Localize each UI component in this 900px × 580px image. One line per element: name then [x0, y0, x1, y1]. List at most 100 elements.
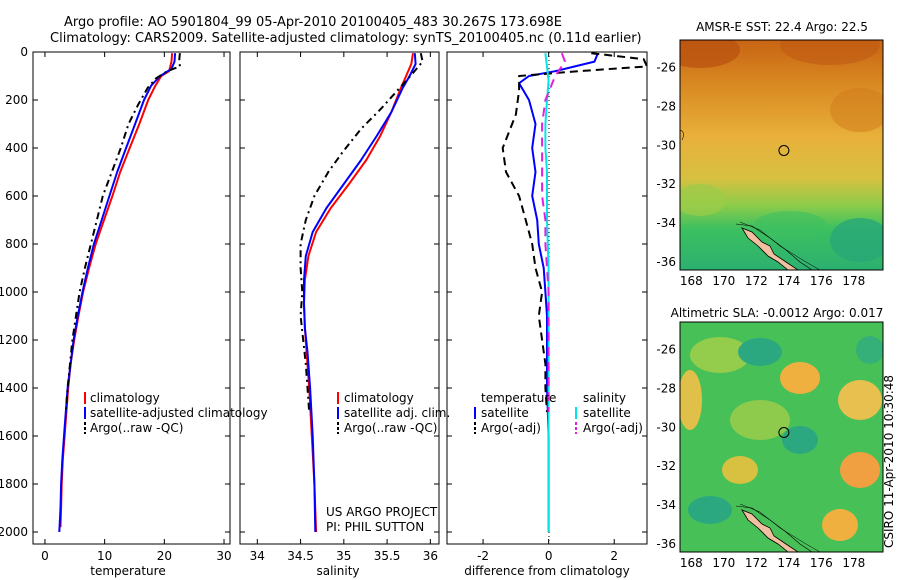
depth-tick-label: 1400	[0, 381, 28, 395]
bathymetry-contour	[739, 503, 821, 552]
difference-axis-label: difference from climatology	[464, 564, 630, 578]
temperature-axis-label: temperature	[90, 564, 165, 578]
map-longitude-label: 178	[842, 274, 865, 288]
x-tick-label: 0	[545, 549, 553, 563]
temperature-series-group	[58, 53, 181, 533]
legend-label-satellite: satellite adj. clim.	[344, 406, 450, 420]
sla-low-patch	[738, 338, 782, 366]
legend-label-argo: Argo(..raw -QC)	[90, 421, 183, 435]
sla-high-patch	[680, 370, 702, 430]
legend-title-salinity: salinity	[583, 391, 626, 405]
map-latitude-label: -34	[656, 498, 676, 512]
series-line-climatology	[303, 53, 414, 533]
legend-label-temp-argo: Argo(-adj)	[481, 421, 541, 435]
x-tick-label: 35.5	[374, 549, 401, 563]
map-latitude-label: -36	[656, 255, 676, 269]
map-latitude-label: -36	[656, 537, 676, 551]
series-line-satellite-adjusted-climatology	[58, 53, 177, 533]
depth-tick-label: 2000	[0, 525, 28, 539]
depth-tick-label: 600	[5, 189, 28, 203]
series-line-salinity-satellite	[544, 53, 550, 532]
temperature-panel-frame	[32, 51, 231, 545]
series-line-temperature-satellite	[518, 52, 599, 532]
sst-cool-patch	[754, 211, 826, 239]
series-line-climatology	[59, 53, 174, 528]
map-longitude-label: 174	[777, 274, 800, 288]
x-tick-label: 10	[97, 549, 112, 563]
depth-tick-label: 400	[5, 141, 28, 155]
sla-low-patch	[688, 496, 732, 524]
new-zealand-land	[741, 509, 799, 552]
legend-label-sal-satellite: satellite	[583, 406, 631, 420]
series-line-argo-raw-qc-	[299, 52, 424, 413]
map-longitude-label: 172	[745, 274, 768, 288]
bathymetry-contour	[739, 221, 821, 270]
legend-title-temperature: temperature	[481, 391, 556, 405]
map-longitude-label: 168	[680, 274, 703, 288]
x-tick-label: 30	[216, 549, 231, 563]
map-latitude-label: -30	[656, 420, 676, 434]
depth-tick-label: 1000	[0, 285, 28, 299]
legend-label-climatology: climatology	[344, 391, 414, 405]
map-latitude-label: -26	[656, 60, 676, 74]
map-longitude-label: 168	[680, 556, 703, 570]
sla-high-patch	[780, 362, 820, 394]
sst-warm-patch	[680, 40, 740, 68]
series-line-argo-raw-qc-	[64, 53, 181, 413]
difference-series-group	[501, 52, 648, 532]
map-longitude-label: 170	[712, 556, 735, 570]
sla-argo-position-marker	[778, 427, 790, 438]
sst-argo-position-marker	[778, 145, 790, 156]
x-tick-label: 20	[157, 549, 172, 563]
map-latitude-label: -30	[656, 138, 676, 152]
project-note-line-1: US ARGO PROJECT	[326, 505, 438, 519]
new-zealand-land	[741, 227, 799, 270]
salinity-series-group	[299, 52, 424, 533]
series-line-temperature-argo-adj-	[501, 52, 648, 413]
x-tick-label: 2	[610, 549, 618, 563]
project-note-line-2: PI: PHIL SUTTON	[326, 520, 424, 534]
x-tick-label: 36	[423, 549, 438, 563]
map-longitude-label: 178	[842, 556, 865, 570]
depth-tick-label: 1600	[0, 429, 28, 443]
salinity-axis-label: salinity	[316, 564, 359, 578]
sla-map-field	[680, 322, 883, 552]
map-latitude-label: -34	[656, 216, 676, 230]
legend-label-satellite: satellite-adjusted climatology	[90, 406, 268, 420]
sst-map-field	[680, 40, 883, 270]
sla-map-title: Altimetric SLA: -0.0012 Argo: 0.017	[671, 306, 884, 320]
map-longitude-label: 176	[810, 556, 833, 570]
depth-tick-label: 0	[20, 45, 28, 59]
x-tick-label: 35	[336, 549, 351, 563]
sst-map-frame	[679, 39, 884, 271]
sla-low-patch	[856, 336, 883, 364]
sla-high-patch	[722, 456, 758, 484]
salinity-legend: climatology satellite adj. clim. Argo(..…	[337, 391, 450, 435]
salinity-panel-frame	[239, 51, 440, 545]
map-longitude-label: 172	[745, 556, 768, 570]
figure-title-line-1: Argo profile: AO 5901804_99 05-Apr-2010 …	[64, 15, 562, 30]
x-tick-label: 34	[250, 549, 265, 563]
legend-label-argo: Argo(..raw -QC)	[344, 421, 437, 435]
sla-high-patch	[822, 509, 858, 541]
sst-warm-patch	[780, 40, 880, 65]
sst-cool-patch	[830, 218, 883, 262]
x-tick-label: -2	[477, 549, 489, 563]
depth-tick-label: 800	[5, 237, 28, 251]
sla-high-patch	[840, 452, 880, 488]
map-longitude-label: 170	[712, 274, 735, 288]
map-latitude-label: -32	[656, 459, 676, 473]
sst-warm-patch	[830, 88, 883, 132]
depth-tick-label: 200	[5, 93, 28, 107]
side-timestamp: CSIRO 11-Apr-2010 10:30:48	[882, 375, 896, 548]
sla-mid-patch	[690, 337, 750, 373]
sla-high-patch	[838, 380, 882, 420]
map-latitude-label: -28	[656, 381, 676, 395]
depth-tick-label: 1800	[0, 477, 28, 491]
difference-legend: temperature satellite Argo(-adj) salinit…	[474, 391, 643, 435]
legend-label-climatology: climatology	[90, 391, 160, 405]
temperature-legend: climatology satellite-adjusted climatolo…	[84, 391, 268, 435]
x-tick-label: 34.5	[287, 549, 314, 563]
sst-cool-patch	[680, 184, 726, 216]
